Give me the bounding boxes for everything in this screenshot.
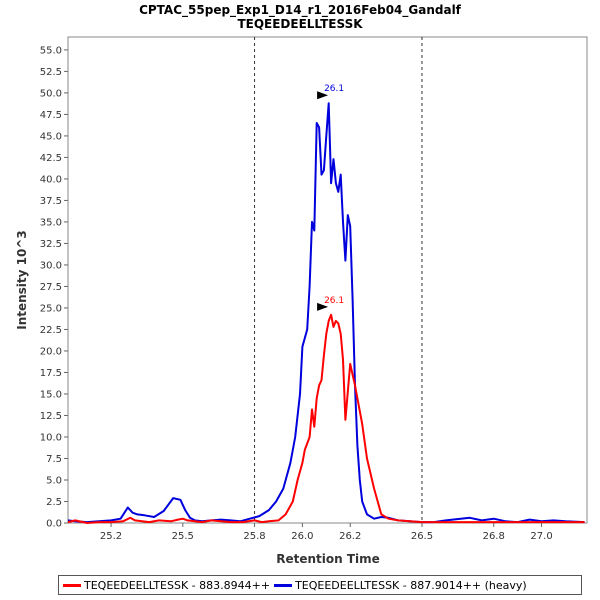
chart-subtitle: TEQEEDEELLTESSK xyxy=(237,17,363,31)
y-tick-label: 42.5 xyxy=(40,153,62,164)
x-tick-label: 27.0 xyxy=(530,531,552,542)
reference-lines xyxy=(254,37,423,523)
y-tick-label: 50.0 xyxy=(40,88,62,99)
legend-item-light: TEQEEDEELLTESSK - 883.8944++ xyxy=(63,579,270,592)
peak-marker-heavy xyxy=(317,91,329,100)
legend-label-heavy: TEQEEDEELLTESSK - 887.9014++ (heavy) xyxy=(295,578,527,592)
x-tick-label: 26.8 xyxy=(483,531,505,542)
x-tick-label: 26.2 xyxy=(339,531,361,542)
y-tick-label: 2.5 xyxy=(46,497,62,508)
series-line-light xyxy=(67,313,585,524)
peak-label-light: 26.1 xyxy=(324,296,344,306)
x-tick-label: 25.8 xyxy=(243,531,265,542)
x-tick-label: 25.2 xyxy=(100,531,122,542)
y-tick-label: 20.0 xyxy=(40,346,62,357)
legend-item-heavy: TEQEEDEELLTESSK - 887.9014++ (heavy) xyxy=(274,579,527,592)
y-tick-label: 35.0 xyxy=(40,217,62,228)
x-tick-label: 26.0 xyxy=(291,531,313,542)
y-tick-label: 10.0 xyxy=(40,432,62,443)
legend-label-light: TEQEEDEELLTESSK - 883.8944++ xyxy=(84,578,271,592)
x-axis: 25.2 25.5 25.8 26.0 26.2 26.5 26.8 27.0 xyxy=(100,523,553,542)
y-tick-label: 22.5 xyxy=(40,325,62,336)
y-tick-label: 37.5 xyxy=(40,196,62,207)
y-tick-label: 52.5 xyxy=(40,67,62,78)
chart-legend: TEQEEDEELLTESSK - 883.8944++ TEQEEDEELLT… xyxy=(58,575,582,595)
series-group xyxy=(67,102,585,524)
x-tick-label: 25.5 xyxy=(172,531,194,542)
legend-swatch-heavy xyxy=(274,583,293,587)
y-axis: 0.0 2.5 5.0 7.5 10.0 12.5 15.0 17.5 20.0 22.5 25.0… xyxy=(40,45,68,530)
peak-annotations: 26.1 26.1 xyxy=(317,84,344,311)
y-tick-label: 45.0 xyxy=(40,131,62,142)
x-axis-label: Retention Time xyxy=(276,552,380,566)
y-tick-label: 32.5 xyxy=(40,239,62,250)
y-tick-label: 55.0 xyxy=(40,45,62,56)
legend-swatch-light xyxy=(63,583,81,587)
y-tick-label: 15.0 xyxy=(40,389,62,400)
y-tick-label: 40.0 xyxy=(40,174,62,185)
x-tick-label: 26.5 xyxy=(411,531,433,542)
y-tick-label: 30.0 xyxy=(40,260,62,271)
y-tick-label: 5.0 xyxy=(46,475,62,486)
y-axis-label: Intensity 10^3 xyxy=(15,230,29,330)
y-tick-label: 47.5 xyxy=(40,110,62,121)
y-tick-label: 27.5 xyxy=(40,282,62,293)
peak-marker-light xyxy=(317,302,329,311)
y-tick-label: 17.5 xyxy=(40,368,62,379)
peak-label-heavy: 26.1 xyxy=(324,84,344,94)
chart-title: CPTAC_55pep_Exp1_D14_r1_2016Feb04_Gandal… xyxy=(139,3,462,18)
y-tick-label: 25.0 xyxy=(40,303,62,314)
y-tick-label: 12.5 xyxy=(40,411,62,422)
y-tick-label: 0.0 xyxy=(46,519,62,530)
y-tick-label: 7.5 xyxy=(46,454,62,465)
